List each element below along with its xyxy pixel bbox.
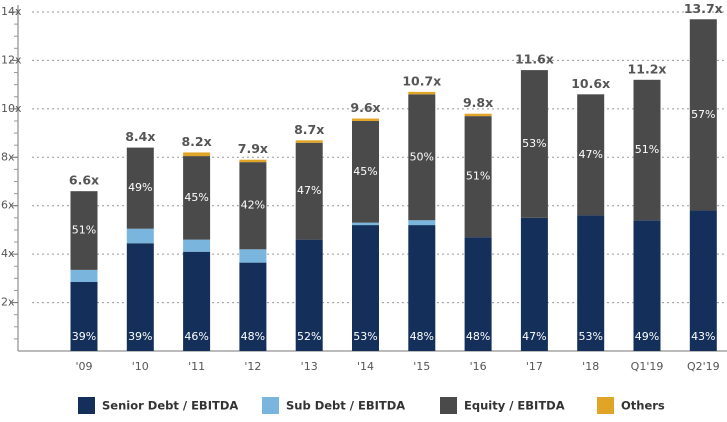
bar-segment — [126, 243, 154, 351]
x-tick-label: '18 — [582, 360, 599, 373]
share-label: 48% — [410, 330, 434, 343]
x-tick-label: '09 — [75, 360, 92, 373]
total-label: 10.7x — [402, 73, 441, 88]
bar-segment — [689, 19, 717, 211]
bar-segment — [295, 142, 323, 240]
bar-segment — [183, 239, 211, 252]
share-label: 45% — [184, 191, 208, 204]
bar-segment — [239, 262, 267, 351]
y-tick-label: 2x — [1, 296, 15, 309]
bar-segment — [577, 94, 605, 216]
share-label: 48% — [241, 330, 265, 343]
total-label: 9.6x — [350, 100, 380, 115]
legend-swatch — [262, 397, 279, 414]
share-label: 57% — [691, 108, 715, 121]
bar-segment — [183, 251, 211, 351]
total-label: 11.2x — [628, 61, 667, 76]
total-label: 8.4x — [125, 129, 155, 144]
bar-segment — [70, 191, 98, 270]
share-label: 47% — [297, 184, 321, 197]
bar-segment — [183, 152, 211, 157]
legend-label: Others — [621, 399, 665, 413]
bar-segment — [295, 140, 323, 143]
bar-segment — [352, 222, 379, 226]
share-label: 53% — [353, 330, 377, 343]
x-tick-label: '17 — [526, 360, 543, 373]
bar-segment — [126, 228, 154, 244]
total-label: 7.9x — [238, 141, 268, 156]
bar-segment — [464, 116, 492, 238]
bar-segment — [70, 281, 98, 351]
x-tick-label: '12 — [244, 360, 261, 373]
share-label: 53% — [578, 330, 602, 343]
share-label: 39% — [128, 330, 152, 343]
x-tick-label: '14 — [357, 360, 374, 373]
bar-segment — [408, 225, 436, 351]
legend-swatch — [78, 397, 95, 414]
bar-segment — [464, 113, 492, 117]
share-label: 51% — [635, 143, 659, 156]
y-tick-label: 4x — [1, 247, 15, 260]
share-label: 52% — [297, 330, 321, 343]
bar-segment — [577, 215, 605, 351]
share-label: 43% — [691, 330, 715, 343]
bar-segment — [464, 237, 492, 351]
total-label: 13.7x — [684, 1, 723, 16]
share-label: 49% — [635, 330, 659, 343]
share-label: 47% — [578, 148, 602, 161]
bar-segment — [352, 225, 379, 351]
share-label: 53% — [522, 137, 546, 150]
total-label: 9.8x — [463, 95, 493, 110]
total-label: 10.6x — [571, 76, 610, 91]
legend-label: Sub Debt / EBITDA — [286, 399, 405, 413]
y-tick-label: 6x — [1, 199, 15, 212]
share-label: 46% — [184, 330, 208, 343]
share-label: 50% — [410, 150, 434, 163]
legend-swatch — [440, 397, 457, 414]
bar-segment — [352, 118, 379, 121]
bar-segment — [70, 269, 98, 282]
x-tick-label: '11 — [188, 360, 205, 373]
legend-label: Senior Debt / EBITDA — [102, 399, 238, 413]
bar-segment — [408, 94, 436, 221]
bar-segment — [689, 210, 717, 351]
share-label: 39% — [72, 330, 96, 343]
share-label: 45% — [353, 165, 377, 178]
share-label: 51% — [72, 224, 96, 237]
total-label: 8.7x — [294, 122, 324, 137]
bar-segment — [239, 162, 267, 250]
bar-segment — [352, 120, 379, 223]
x-tick-label: '15 — [413, 360, 430, 373]
share-label: 47% — [522, 330, 546, 343]
bar-segment — [126, 147, 154, 229]
bar-segment — [520, 70, 548, 218]
share-label: 48% — [466, 330, 490, 343]
total-label: 6.6x — [69, 173, 99, 188]
bar-segment — [295, 239, 323, 351]
bar-segment — [408, 91, 436, 95]
share-label: 51% — [466, 170, 490, 183]
bar-segment — [633, 79, 661, 221]
x-tick-label: '16 — [470, 360, 487, 373]
y-tick-label: 8x — [1, 150, 15, 163]
x-tick-label: '10 — [132, 360, 149, 373]
share-label: 42% — [241, 199, 265, 212]
bar-segment — [633, 220, 661, 351]
legend-label: Equity / EBITDA — [464, 399, 565, 413]
total-label: 8.2x — [181, 134, 211, 149]
share-label: 49% — [128, 181, 152, 194]
bar-segment — [183, 156, 211, 240]
x-tick-label: Q2'19 — [687, 360, 720, 373]
bar-segment — [239, 249, 267, 263]
x-tick-label: Q1'19 — [631, 360, 664, 373]
bar-segment — [520, 217, 548, 351]
total-label: 11.6x — [515, 52, 554, 67]
legend-swatch — [597, 397, 614, 414]
bar-segment — [239, 159, 267, 163]
x-tick-label: '13 — [301, 360, 318, 373]
bar-segment — [408, 220, 436, 226]
